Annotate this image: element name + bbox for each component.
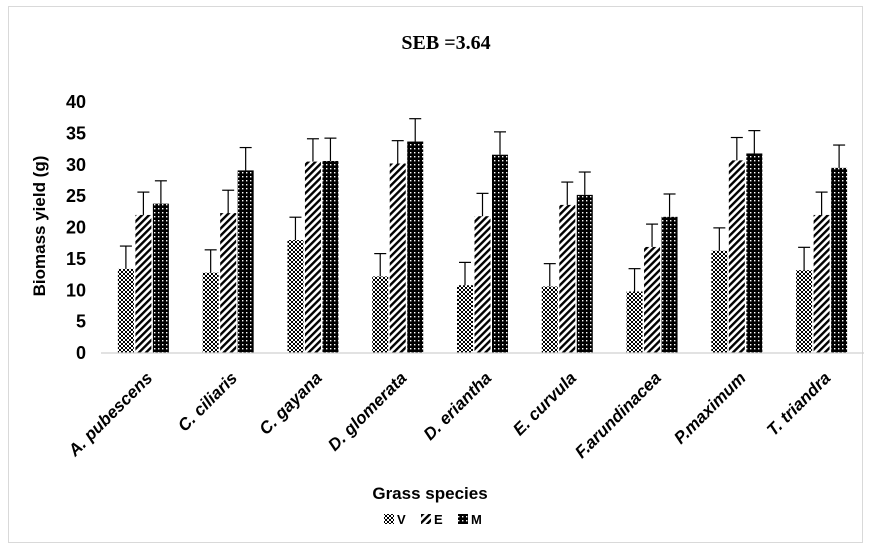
y-tick-label: 5 xyxy=(76,312,86,332)
y-tick-label: 40 xyxy=(66,92,86,112)
legend-label: V xyxy=(397,512,406,527)
bar-v xyxy=(711,250,728,353)
bar-m xyxy=(407,141,424,353)
error-bar xyxy=(833,144,846,168)
bar-v xyxy=(117,268,134,353)
error-bar xyxy=(543,263,556,287)
y-tick-label: 35 xyxy=(66,123,86,143)
bar-e xyxy=(559,204,576,353)
bar-e xyxy=(389,163,406,353)
error-bar xyxy=(154,180,167,204)
error-bar xyxy=(748,130,761,154)
x-tick-label: C. gayana xyxy=(256,368,326,438)
bar-e xyxy=(135,214,152,353)
legend-swatch xyxy=(421,514,431,524)
bar-m xyxy=(492,154,508,353)
error-bar xyxy=(494,131,506,155)
error-bar xyxy=(119,245,132,269)
bars xyxy=(117,141,848,353)
y-axis-title: Biomass yield (g) xyxy=(30,156,49,297)
bar-m xyxy=(322,160,339,353)
x-tick-label: D. glomerata xyxy=(324,368,410,454)
y-tick-label: 25 xyxy=(66,186,86,206)
legend-swatch xyxy=(458,514,468,524)
error-bar xyxy=(306,138,319,162)
bar-e xyxy=(474,216,491,353)
error-bar xyxy=(409,118,422,142)
bar-v xyxy=(372,276,389,353)
bar-v xyxy=(287,240,304,353)
bar-v xyxy=(541,286,558,353)
error-bar xyxy=(798,246,811,271)
bar-m xyxy=(746,153,763,353)
legend-label: M xyxy=(471,512,482,527)
bar-chart: SEB =3.64 0 5 10 15 20 25 30 35 40 A. pubescens C… xyxy=(30,32,864,527)
y-axis: 0 5 10 15 20 25 30 35 40 xyxy=(66,92,86,363)
error-bar xyxy=(561,181,574,205)
x-tick-label: D. eriantha xyxy=(420,368,496,444)
y-tick-label: 30 xyxy=(66,155,86,175)
error-bar xyxy=(713,227,726,251)
error-bar xyxy=(289,216,302,241)
legend-item-v: V xyxy=(384,512,406,527)
y-tick-label: 20 xyxy=(66,218,86,238)
error-bar xyxy=(730,136,743,161)
chart-title: SEB =3.64 xyxy=(401,32,490,54)
y-tick-label: 15 xyxy=(66,249,86,269)
bar-e xyxy=(813,214,830,353)
bar-e xyxy=(728,160,745,353)
x-tick-label: T. triandra xyxy=(763,368,834,439)
x-tick-label: A. pubescens xyxy=(64,368,156,460)
bar-e xyxy=(220,213,237,353)
bar-e xyxy=(644,246,661,353)
error-bar xyxy=(204,249,217,273)
y-tick-label: 0 xyxy=(76,343,86,363)
error-bar xyxy=(324,137,337,161)
error-bar xyxy=(578,171,591,195)
legend-label: E xyxy=(434,512,443,527)
bar-m xyxy=(576,194,593,353)
error-bar xyxy=(663,193,676,217)
error-bar xyxy=(137,191,150,215)
bar-m xyxy=(237,170,254,353)
x-tick-label: E. curvula xyxy=(509,368,580,439)
y-tick-label: 10 xyxy=(66,280,86,300)
bar-m xyxy=(831,167,848,353)
error-bar xyxy=(239,146,252,171)
x-tick-label: C. ciliaris xyxy=(174,368,241,435)
legend-item-m: M xyxy=(458,512,482,527)
error-bar xyxy=(391,140,404,164)
bar-v xyxy=(457,285,473,353)
x-tick-label: F.arundinacea xyxy=(571,368,665,462)
error-bars xyxy=(119,118,846,292)
error-bar xyxy=(459,261,471,286)
error-bar xyxy=(815,191,828,215)
bar-e xyxy=(304,161,321,353)
bar-m xyxy=(152,203,169,353)
error-bar xyxy=(374,253,387,277)
bar-v xyxy=(796,270,813,353)
error-bar xyxy=(646,223,659,247)
bar-v xyxy=(626,291,643,353)
bar-m xyxy=(661,216,678,353)
x-axis-title: Grass species xyxy=(372,484,487,503)
error-bar xyxy=(476,192,489,217)
legend-swatch xyxy=(384,514,394,524)
error-bar xyxy=(628,268,641,292)
legend-item-e: E xyxy=(421,512,443,527)
x-tick-label: P.maximum xyxy=(670,368,749,447)
bar-v xyxy=(202,272,219,353)
chart-frame: SEB =3.64 0 5 10 15 20 25 30 35 40 A. pubescens C… xyxy=(8,6,864,543)
error-bar xyxy=(222,189,235,214)
